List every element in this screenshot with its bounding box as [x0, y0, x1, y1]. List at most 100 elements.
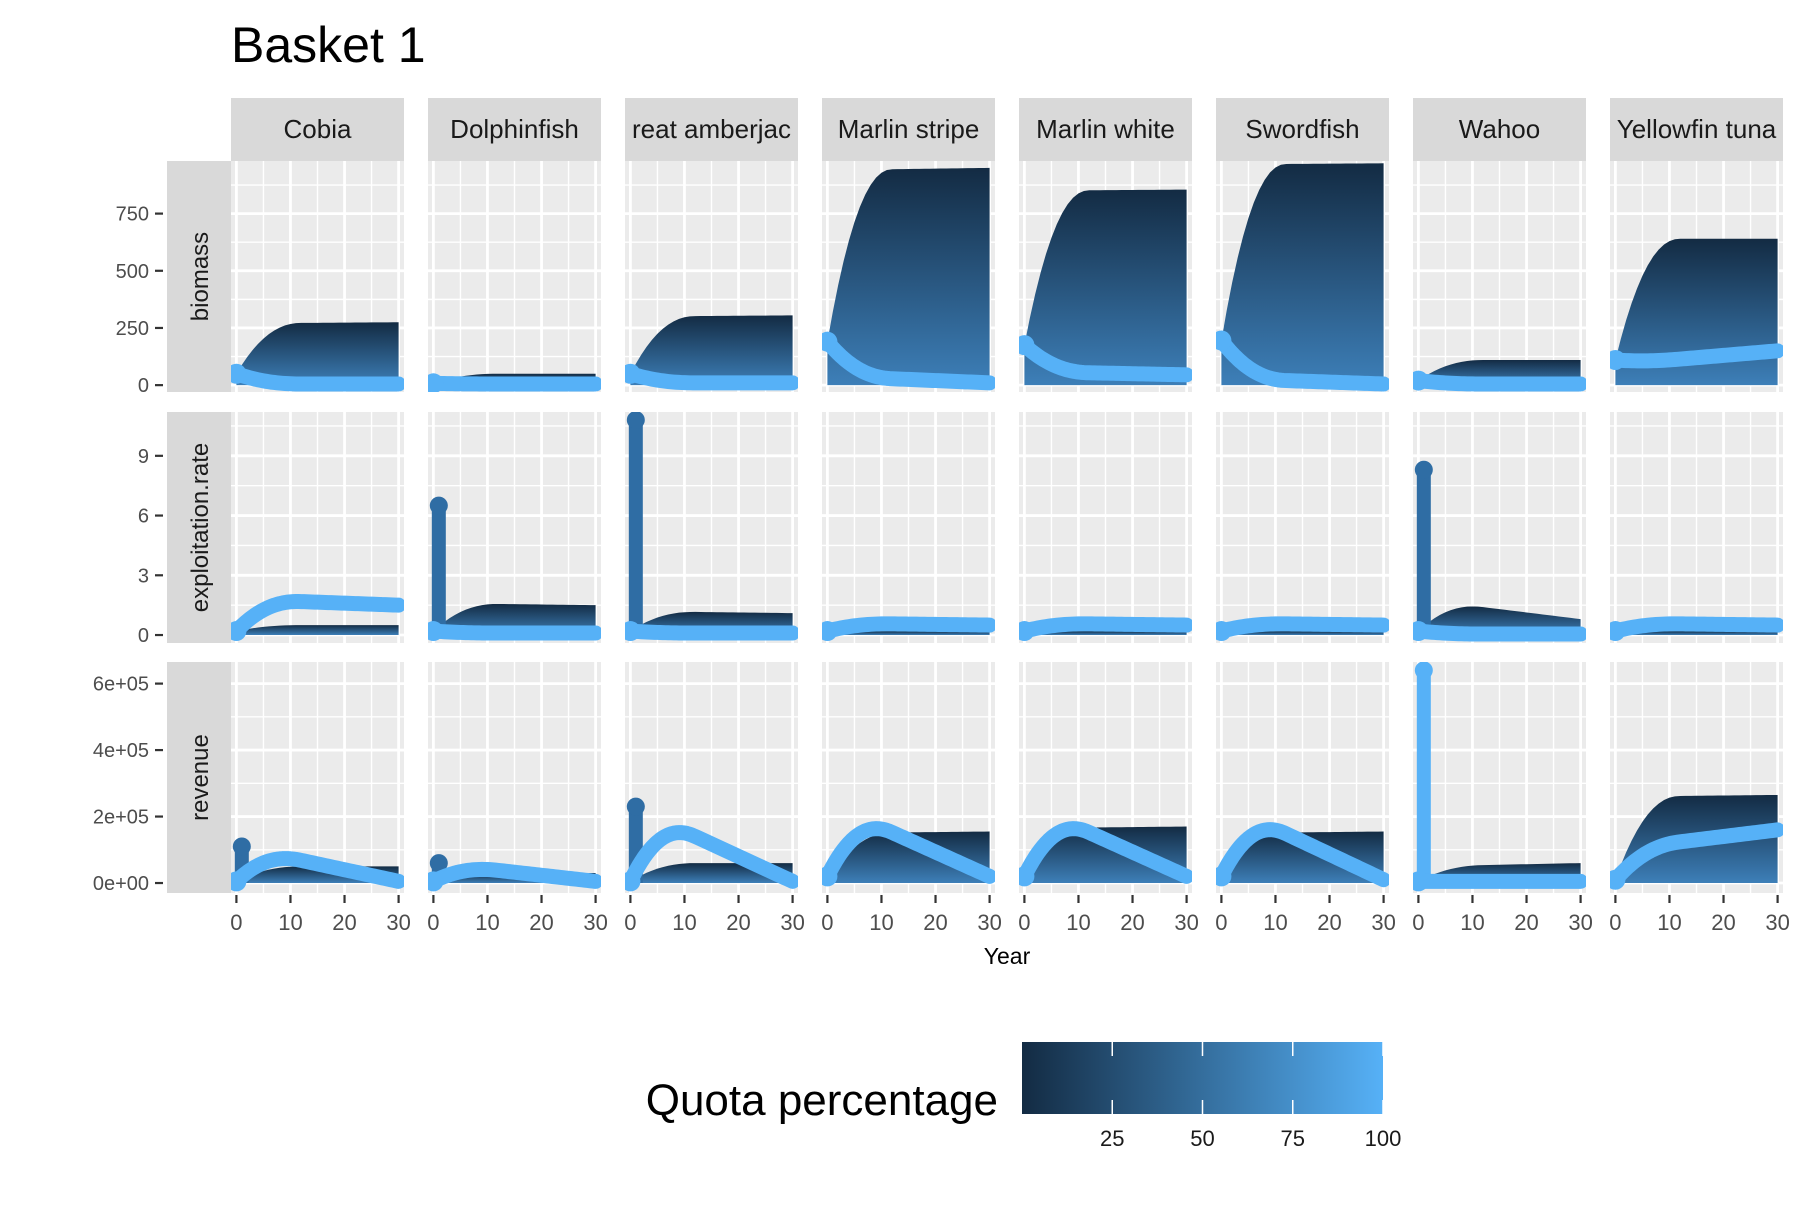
- y-tick-label: 0e+00: [93, 873, 149, 895]
- series-marks: [428, 373, 601, 392]
- series-marks: [231, 322, 404, 392]
- x-tick-label: 0: [624, 910, 636, 935]
- high-quota-series: [428, 623, 601, 641]
- series-marks: [428, 854, 601, 892]
- series-marks: [1610, 794, 1783, 890]
- x-tick-label: 20: [1120, 910, 1144, 935]
- x-tick-label: 10: [475, 910, 499, 935]
- strip-label: Marlin white: [1036, 114, 1175, 144]
- x-tick-label: 10: [869, 910, 893, 935]
- strip-species: Yellowfin tuna: [1610, 98, 1783, 161]
- strip-label: Wahoo: [1459, 114, 1540, 144]
- panel-exploitation.rate-Marlin white: [1019, 412, 1192, 643]
- strip-label: Swordfish: [1245, 114, 1359, 144]
- y-tick-label: 250: [116, 318, 149, 340]
- early-spike: [628, 419, 643, 636]
- panel-exploitation.rate-Wahoo: [1413, 412, 1586, 643]
- x-tick-label: 0: [1412, 910, 1424, 935]
- strip-background: [1019, 98, 1192, 161]
- panel-biomass-Swordfish: [1216, 161, 1389, 392]
- low-quota-series: [1024, 189, 1187, 386]
- strip-species: Cobia: [231, 98, 404, 161]
- start-point: [231, 871, 247, 892]
- high-quota-series: [231, 366, 404, 392]
- start-point: [625, 871, 641, 892]
- spike-point: [429, 854, 448, 873]
- series-marks: [1019, 821, 1192, 887]
- strip-label: biomass: [187, 232, 214, 321]
- strip-biomass: biomass: [167, 161, 231, 392]
- x-axis: 0 10 20 30: [624, 895, 805, 935]
- panel-revenue-Cobia: [231, 662, 404, 893]
- colorbar-tick-label: 50: [1190, 1126, 1214, 1151]
- y-tick-label: 6e+05: [93, 674, 149, 696]
- start-point: [1610, 349, 1626, 370]
- early-spike: [431, 505, 446, 636]
- high-quota-series: [625, 825, 798, 889]
- series-marks: [231, 837, 404, 892]
- low-quota-series: [236, 625, 399, 636]
- panel-revenue-Wahoo: [1413, 662, 1586, 893]
- high-quota-series: [1019, 337, 1192, 383]
- x-tick-label: 10: [1263, 910, 1287, 935]
- strip-label: revenue: [187, 734, 214, 821]
- high-quota-series: [625, 366, 798, 391]
- series-marks: [428, 496, 601, 642]
- y-tick-label: 2e+05: [93, 807, 149, 829]
- high-quota-series: [1610, 616, 1783, 639]
- panel-revenue-Dolphinfish: [428, 662, 601, 893]
- panel-biomass-Marlin white: [1019, 161, 1192, 392]
- strip-species: reat amberjac: [625, 98, 798, 161]
- y-axis-revenue: 0e+00 2e+05 4e+05 6e+05: [93, 674, 163, 895]
- x-tick-label: 10: [278, 910, 302, 935]
- start-point: [428, 373, 444, 392]
- high-quota-series: [1216, 822, 1389, 888]
- y-tick-label: 500: [116, 261, 149, 283]
- facet-panels: [231, 161, 1783, 893]
- spike-point: [1414, 460, 1433, 479]
- series-marks: [231, 594, 404, 642]
- series-marks: [822, 616, 995, 642]
- x-tick-label: 20: [923, 910, 947, 935]
- start-point: [1216, 330, 1232, 351]
- high-quota-series: [822, 334, 995, 391]
- high-quota-series: [1216, 616, 1389, 639]
- series-marks: [1413, 662, 1586, 892]
- panel-biomass-Yellowfin tuna: [1610, 161, 1783, 392]
- x-tick-label: 30: [1765, 910, 1789, 935]
- series-marks: [1610, 616, 1783, 642]
- start-point: [1019, 335, 1035, 356]
- high-quota-series: [1413, 623, 1586, 642]
- strip-background: [1216, 98, 1389, 161]
- x-tick-label: 0: [821, 910, 833, 935]
- strip-revenue: revenue: [167, 662, 231, 893]
- colorbar-ticks: 25 50 75 100: [1100, 1042, 1401, 1151]
- panel-biomass-reat amberjac: [625, 161, 798, 392]
- strip-background: [1413, 98, 1586, 161]
- start-point: [231, 363, 247, 384]
- strip-label: Yellowfin tuna: [1617, 114, 1777, 144]
- series-marks: [625, 797, 798, 892]
- high-quota-series: [1610, 343, 1783, 369]
- strip-label: exploitation.rate: [187, 443, 214, 612]
- y-axes: 0 250 500 750 0 3 6 9 0e+00 2e+05 4e+05 6e+05: [93, 204, 163, 895]
- spike-point: [1414, 662, 1433, 680]
- y-tick-label: 0: [138, 625, 149, 647]
- x-tick-label: 30: [386, 910, 410, 935]
- start-point: [1413, 370, 1429, 391]
- colorbar-title: Quota percentage: [646, 1076, 998, 1125]
- x-tick-label: 10: [1657, 910, 1681, 935]
- high-quota-series: [428, 375, 601, 392]
- x-axis: 0 10 20 30: [1412, 895, 1593, 935]
- series-marks: [822, 821, 995, 887]
- x-tick-label: 10: [672, 910, 696, 935]
- x-tick-label: 0: [1018, 910, 1030, 935]
- start-point: [822, 331, 838, 352]
- x-axis: 0 10 20 30: [821, 895, 1002, 935]
- x-tick-label: 30: [583, 910, 607, 935]
- x-tick-label: 30: [1174, 910, 1198, 935]
- strip-species: Marlin white: [1019, 98, 1192, 161]
- strip-exploitation.rate: exploitation.rate: [167, 412, 231, 643]
